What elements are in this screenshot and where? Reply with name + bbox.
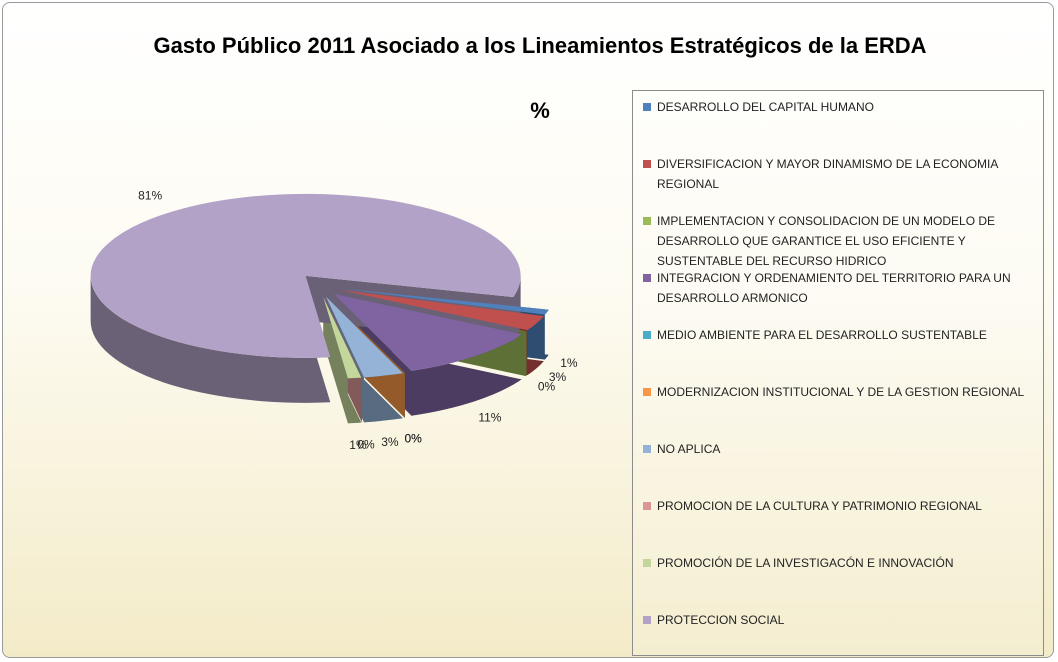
legend: DESARROLLO DEL CAPITAL HUMANO DIVERSIFICA… bbox=[632, 90, 1044, 656]
legend-label: INTEGRACION Y ORDENAMIENTO DEL TERRITORI… bbox=[657, 271, 1011, 305]
legend-label: DIVERSIFICACION Y MAYOR DINAMISMO DE LA … bbox=[657, 157, 998, 191]
legend-item: INTEGRACION Y ORDENAMIENTO DEL TERRITORI… bbox=[643, 268, 1038, 308]
legend-swatch bbox=[643, 217, 651, 225]
data-label: 81% bbox=[138, 189, 162, 203]
pie-tops bbox=[90, 193, 549, 379]
slice bbox=[341, 288, 549, 315]
legend-swatch bbox=[643, 103, 651, 111]
legend-swatch bbox=[643, 160, 651, 168]
legend-item: MODERNIZACION INSTITUCIONAL Y DE LA GEST… bbox=[643, 382, 1038, 402]
legend-label: MEDIO AMBIENTE PARA EL DESARROLLO SUSTEN… bbox=[657, 328, 987, 342]
legend-swatch bbox=[643, 388, 651, 396]
chart-subtitle: % bbox=[530, 98, 550, 123]
legend-label: IMPLEMENTACION Y CONSOLIDACION DE UN MOD… bbox=[657, 214, 996, 268]
data-label: 0% bbox=[405, 431, 423, 445]
data-label: 0% bbox=[405, 431, 423, 445]
slice bbox=[323, 296, 362, 378]
legend-item: PROTECCION SOCIAL bbox=[643, 610, 1038, 630]
legend-item: NO APLICA bbox=[643, 439, 1038, 459]
legend-swatch bbox=[643, 502, 651, 510]
legend-label: PROTECCION SOCIAL bbox=[657, 613, 785, 627]
legend-swatch bbox=[643, 445, 651, 453]
legend-label: PROMOCION DE LA CULTURA Y PATRIMONIO REG… bbox=[657, 499, 982, 513]
legend-item: PROMOCIÓN DE LA INVESTIGACÓN E INNOVACIÓ… bbox=[643, 553, 1038, 573]
chart-title: Gasto Público 2011 Asociado a los Lineam… bbox=[153, 33, 927, 58]
slice-side bbox=[323, 296, 362, 424]
legend-swatch bbox=[643, 559, 651, 567]
data-label: 0% bbox=[357, 437, 375, 451]
legend-swatch bbox=[643, 616, 651, 624]
slice bbox=[323, 296, 362, 379]
legend-label: PROMOCIÓN DE LA INVESTIGACÓN E INNOVACIÓ… bbox=[657, 556, 954, 570]
legend-swatch bbox=[643, 274, 651, 282]
legend-label: NO APLICA bbox=[657, 442, 721, 456]
slice bbox=[340, 289, 544, 331]
plot: 1%3%0%11%0%0%3%0%1%81% bbox=[90, 189, 578, 452]
slice bbox=[334, 294, 522, 371]
legend-item: DIVERSIFICACION Y MAYOR DINAMISMO DE LA … bbox=[643, 154, 1038, 194]
slice bbox=[90, 193, 521, 358]
slice bbox=[325, 296, 403, 378]
data-label: 1% bbox=[349, 438, 367, 452]
data-labels: 1%3%0%11%0%0%3%0%1%81% bbox=[138, 189, 578, 452]
data-label: 0% bbox=[538, 380, 556, 394]
legend-label: DESARROLLO DEL CAPITAL HUMANO bbox=[657, 100, 874, 114]
data-label: 11% bbox=[478, 411, 501, 425]
legend-item: IMPLEMENTACION Y CONSOLIDACION DE UN MOD… bbox=[643, 211, 1038, 271]
data-label: 3% bbox=[549, 370, 567, 384]
legend-item: DESARROLLO DEL CAPITAL HUMANO bbox=[643, 97, 1038, 117]
legend-item: MEDIO AMBIENTE PARA EL DESARROLLO SUSTEN… bbox=[643, 325, 1038, 345]
legend-swatch bbox=[643, 331, 651, 339]
legend-item: PROMOCION DE LA CULTURA Y PATRIMONIO REG… bbox=[643, 496, 1038, 516]
data-label: 3% bbox=[381, 435, 399, 449]
legend-label: MODERNIZACION INSTITUCIONAL Y DE LA GEST… bbox=[657, 385, 1025, 399]
slice-side bbox=[90, 275, 521, 403]
data-label: 1% bbox=[560, 356, 578, 370]
